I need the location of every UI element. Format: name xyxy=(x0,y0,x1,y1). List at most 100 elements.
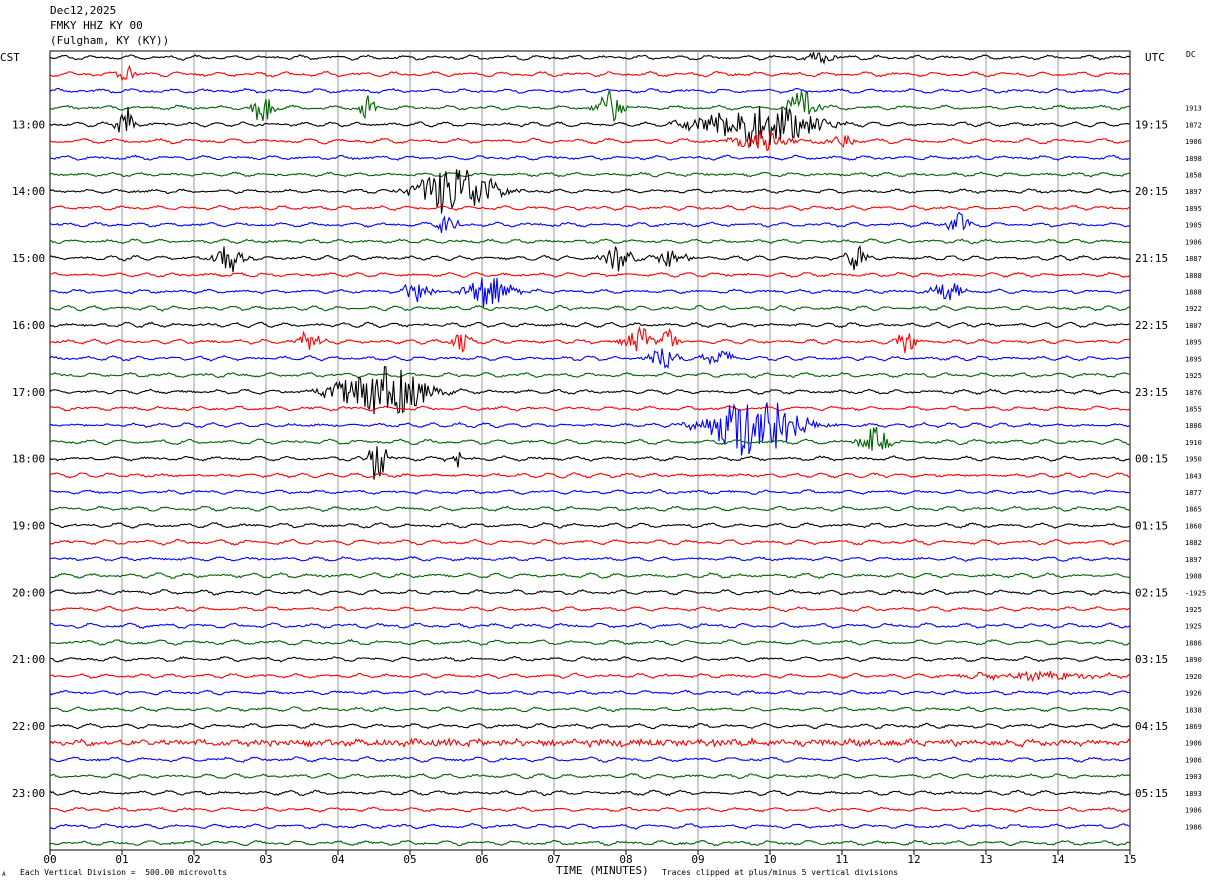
trace-row xyxy=(49,348,1131,369)
cst-hour-label: 17:00 xyxy=(12,386,45,399)
x-tick-label: 11 xyxy=(835,853,848,866)
trace-row xyxy=(49,522,1130,529)
dc-offset-label: 1926 xyxy=(1185,690,1202,698)
trace-row xyxy=(49,622,1131,630)
cst-hour-label: 23:00 xyxy=(12,787,45,800)
dc-offset-label: 1905 xyxy=(1185,222,1202,230)
dc-offset-label: 1855 xyxy=(1185,405,1202,413)
trace-row xyxy=(49,572,1131,580)
cst-hour-label: 13:00 xyxy=(12,118,45,131)
x-tick-label: 10 xyxy=(763,853,776,866)
trace-row xyxy=(49,655,1131,663)
utc-hour-label: 05:15 xyxy=(1135,787,1168,800)
dc-offset-label: 1903 xyxy=(1185,773,1202,781)
trace-row xyxy=(49,106,1131,147)
dc-offset-label: 1920 xyxy=(1185,673,1202,681)
dc-offset-label: 1860 xyxy=(1185,522,1202,530)
dc-offset-label: 1893 xyxy=(1185,790,1202,798)
dc-offset-label: 1906 xyxy=(1185,756,1202,764)
trace-row xyxy=(49,130,1131,152)
corner-mark: A xyxy=(2,871,6,878)
x-axis-label: TIME (MINUTES) xyxy=(556,864,649,877)
dc-offset-label: 1838 xyxy=(1185,706,1202,714)
date-label: Dec12,2025 xyxy=(50,4,117,17)
trace-row xyxy=(49,204,1131,212)
utc-axis-title: UTC xyxy=(1145,51,1165,64)
trace-row xyxy=(49,446,1130,480)
trace-row xyxy=(49,371,1131,379)
x-tick-label: 01 xyxy=(115,853,128,866)
trace-row xyxy=(49,87,1131,94)
x-tick-label: 04 xyxy=(331,853,345,866)
trace-row xyxy=(49,638,1131,646)
dc-offset-label: 1858 xyxy=(1185,171,1202,179)
trace-row xyxy=(49,321,1131,329)
dc-offset-label: 1865 xyxy=(1185,506,1202,514)
trace-row xyxy=(49,736,1131,749)
dc-offset-label: 1908 xyxy=(1185,573,1202,581)
trace-row xyxy=(49,823,1131,830)
utc-hour-label: 20:15 xyxy=(1135,185,1168,198)
clip-note: Traces clipped at plus/minus 5 vertical … xyxy=(662,868,899,877)
dc-offset-label: 1906 xyxy=(1185,807,1202,815)
trace-row xyxy=(49,171,1131,178)
dc-offset-label: 1882 xyxy=(1185,539,1202,547)
cst-hour-label: 16:00 xyxy=(12,319,45,332)
trace-row xyxy=(49,505,1131,513)
trace-row xyxy=(49,426,1131,451)
dc-offset-label: 1887 xyxy=(1185,255,1202,263)
dc-offset-label: 1890 xyxy=(1185,656,1202,664)
dc-offset-label: 1913 xyxy=(1185,105,1202,113)
dc-offset-label: 1897 xyxy=(1185,556,1202,564)
utc-hour-label: 04:15 xyxy=(1135,720,1168,733)
dc-offset-label: 1886 xyxy=(1185,422,1202,430)
dc-offset-label: 1910 xyxy=(1185,439,1202,447)
scale-note: Each Vertical Division = 500.00 microvol… xyxy=(20,868,228,877)
trace-row xyxy=(49,325,1131,354)
plot-frame xyxy=(49,50,1131,851)
trace-row xyxy=(49,402,1131,456)
utc-hour-label: 02:15 xyxy=(1135,586,1168,599)
dc-offset-label: 1869 xyxy=(1185,723,1202,731)
cst-hour-label: 19:00 xyxy=(12,519,45,532)
dc-offset-label: 1906 xyxy=(1185,238,1202,246)
x-tick-label: 13 xyxy=(979,853,992,866)
dc-offset-label: 1877 xyxy=(1185,489,1202,497)
x-tick-label: 07 xyxy=(547,853,560,866)
x-tick-label: 14 xyxy=(1051,853,1065,866)
x-tick-label: 02 xyxy=(187,853,200,866)
trace-row xyxy=(49,789,1131,797)
trace-row xyxy=(49,488,1130,496)
trace-row xyxy=(49,169,1131,214)
dc-offset-label: 1895 xyxy=(1185,355,1202,363)
x-tick-label: 09 xyxy=(691,853,704,866)
dc-offset-label: 1906 xyxy=(1185,740,1202,748)
utc-hour-label: 21:15 xyxy=(1135,252,1168,265)
trace-row xyxy=(50,772,1131,780)
cst-hour-label: 18:00 xyxy=(12,453,45,466)
dc-offset-label: 1872 xyxy=(1185,121,1202,129)
x-tick-label: 15 xyxy=(1123,853,1136,866)
trace-row xyxy=(49,839,1131,847)
utc-hour-label: 00:15 xyxy=(1135,453,1168,466)
dc-offset-label: 1843 xyxy=(1185,472,1202,480)
trace-row xyxy=(49,64,1131,82)
cst-hour-label: 22:00 xyxy=(12,720,45,733)
x-tick-label: 06 xyxy=(475,853,488,866)
dc-offset-label: 1895 xyxy=(1185,339,1202,347)
cst-hour-label: 15:00 xyxy=(12,252,45,265)
utc-hour-label: 01:15 xyxy=(1135,519,1168,532)
cst-hour-label: 21:00 xyxy=(12,653,45,666)
dc-offset-label: 1897 xyxy=(1185,188,1202,196)
utc-hour-label: 19:15 xyxy=(1135,118,1168,131)
x-tick-label: 03 xyxy=(259,853,272,866)
x-tick-label: 05 xyxy=(403,853,416,866)
dc-offset-label: 1986 xyxy=(1185,823,1202,831)
cst-hour-label: 14:00 xyxy=(12,185,45,198)
trace-row xyxy=(49,365,1131,415)
utc-hour-label: 22:15 xyxy=(1135,319,1168,332)
trace-row xyxy=(49,211,1131,233)
trace-row xyxy=(49,556,1131,562)
dc-offset-label: 1925 xyxy=(1185,623,1202,631)
